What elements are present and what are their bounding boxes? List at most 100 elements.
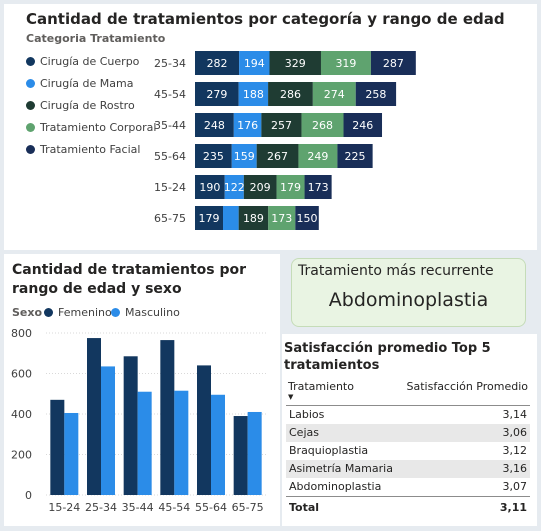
sort-descending-icon[interactable]: ▼ (288, 393, 294, 401)
bar-segment-tratamiento-corporal-55-64[interactable] (298, 144, 338, 168)
data-label: 279 (206, 88, 227, 101)
bar-segment-cirugia-de-rostro-15-24[interactable] (243, 175, 277, 199)
bar-femenino-55-64[interactable] (197, 365, 211, 495)
bar-segment-cirugia-de-cuerpo-15-24[interactable] (195, 175, 225, 199)
data-label: 209 (250, 181, 271, 194)
bar-segment-cirugia-de-mama-25-34[interactable] (239, 51, 270, 75)
legend-label-femenino: Femenino (58, 306, 112, 319)
bar-segment-cirugia-de-cuerpo-35-44[interactable] (195, 113, 234, 137)
legend-dot-cirugia-de-cuerpo (26, 57, 35, 66)
table-cell-satisfaccion: 3,12 (502, 444, 528, 457)
data-label: 258 (365, 88, 386, 101)
y-tick-label: 55-64 (154, 150, 186, 163)
bar-femenino-15-24[interactable] (50, 399, 65, 495)
y-tick-label: 35-44 (154, 119, 186, 132)
table-row[interactable]: Braquioplastia 3,12 (286, 442, 530, 460)
bar-segment-tratamiento-facial-45-54[interactable] (355, 82, 397, 106)
data-label: 319 (335, 57, 356, 70)
table-cell-tratamiento: Braquioplastia (289, 444, 369, 457)
bar-segment-tratamiento-corporal-35-44[interactable] (301, 113, 344, 137)
column-header-satisfaccion[interactable]: Satisfacción Promedio (399, 378, 530, 406)
table-row[interactable]: Abdominoplastia 3,07 (286, 478, 530, 497)
legend-item-cirugia-de-rostro[interactable]: Cirugía de Rostro (26, 99, 135, 113)
bar-masculino-45-54[interactable] (174, 390, 189, 495)
bar-segment-cirugia-de-mama-35-44[interactable] (233, 113, 262, 137)
y-tick-label: 65-75 (154, 212, 186, 225)
table-cell-tratamiento: Asimetría Mamaria (286, 460, 400, 478)
legend-dot-tratamiento-corporal (26, 123, 35, 132)
bar-segment-cirugia-de-rostro-45-54[interactable] (268, 82, 313, 106)
legend-dot-femenino (44, 308, 53, 317)
bar-femenino-45-54[interactable] (160, 340, 175, 495)
bar-segment-tratamiento-facial-15-24[interactable] (304, 175, 332, 199)
bar-segment-tratamiento-corporal-15-24[interactable] (276, 175, 305, 199)
y-tick-label: 600 (11, 368, 32, 381)
y-tick-label: 0 (25, 489, 32, 502)
bar-masculino-25-34[interactable] (101, 366, 115, 495)
data-label: 268 (312, 119, 333, 132)
bar-femenino-25-34[interactable] (87, 338, 101, 495)
bar-femenino-65-75[interactable] (233, 416, 248, 495)
data-label: 287 (383, 57, 404, 70)
bar-segment-cirugia-de-rostro-55-64[interactable] (256, 144, 299, 168)
table-row[interactable]: Asimetría Mamaria 3,16 (286, 460, 530, 478)
legend-item-tratamiento-corporal[interactable]: Tratamiento Corporal (26, 121, 156, 135)
age-sex-chart-title: Cantidad de tratamientos por rango de ed… (12, 262, 247, 297)
bar-segment-cirugia-de-rostro-35-44[interactable] (261, 113, 302, 137)
bar-masculino-35-44[interactable] (137, 391, 152, 495)
data-label: 179 (199, 212, 220, 225)
legend-item-masculino[interactable]: Masculino (111, 306, 180, 320)
category-age-chart-panel: Cantidad de tratamientos por categoría y… (4, 4, 537, 250)
kpi-title: Tratamiento más recurrente (298, 263, 494, 279)
bar-segment-cirugia-de-cuerpo-45-54[interactable] (195, 82, 239, 106)
legend-label-cirugia-de-mama: Cirugía de Mama (40, 77, 134, 90)
sex-legend-title: Sexo (12, 306, 43, 319)
column-header-satisfaccion-label: Satisfacción Promedio (406, 380, 529, 393)
table-row[interactable]: Labios 3,14 (286, 406, 530, 425)
table-cell-tratamiento: Cejas (286, 424, 400, 442)
bar-segment-cirugia-de-rostro-65-75[interactable] (238, 206, 269, 230)
bar-masculino-65-75[interactable] (247, 411, 262, 495)
y-tick-label: 45-54 (154, 88, 186, 101)
bar-femenino-35-44[interactable] (123, 356, 138, 495)
column-header-tratamiento[interactable]: Tratamiento ▼ (286, 378, 400, 406)
bar-segment-tratamiento-facial-35-44[interactable] (343, 113, 383, 137)
bar-segment-cirugia-de-rostro-25-34[interactable] (269, 51, 321, 75)
legend-item-femenino[interactable]: Femenino (44, 306, 112, 320)
bar-segment-cirugia-de-cuerpo-25-34[interactable] (195, 51, 240, 75)
bar-segment-cirugia-de-cuerpo-65-75[interactable] (195, 206, 224, 230)
bar-segment-cirugia-de-mama-15-24[interactable] (224, 175, 244, 199)
satisfaction-title: Satisfacción promedio Top 5 tratamientos (284, 341, 491, 373)
legend-label-masculino: Masculino (125, 306, 180, 319)
bar-segment-cirugia-de-mama-65-75[interactable] (223, 206, 239, 230)
bar-segment-cirugia-de-cuerpo-55-64[interactable] (195, 144, 232, 168)
legend-item-cirugia-de-mama[interactable]: Cirugía de Mama (26, 77, 133, 91)
legend-item-tratamiento-facial[interactable]: Tratamiento Facial (26, 143, 140, 157)
bar-segment-tratamiento-corporal-25-34[interactable] (320, 51, 371, 75)
data-label: 189 (243, 212, 264, 225)
table-cell-tratamiento: Abdominoplastia (289, 480, 382, 493)
bar-segment-cirugia-de-mama-55-64[interactable] (231, 144, 257, 168)
bar-segment-tratamiento-facial-55-64[interactable] (337, 144, 373, 168)
kpi-value: Abdominoplastia (328, 289, 489, 311)
bar-segment-tratamiento-corporal-65-75[interactable] (268, 206, 296, 230)
bar-masculino-15-24[interactable] (64, 412, 79, 495)
bar-segment-tratamiento-facial-25-34[interactable] (370, 51, 416, 75)
legend-dot-masculino (111, 308, 120, 317)
bar-segment-tratamiento-facial-65-75[interactable] (295, 206, 319, 230)
y-tick-label: 15-24 (154, 181, 186, 194)
data-label: 122 (224, 181, 245, 194)
data-label: 257 (271, 119, 292, 132)
table-cell-tratamiento: Labios (289, 408, 325, 421)
bar-segment-cirugia-de-mama-45-54[interactable] (238, 82, 269, 106)
legend-item-cirugia-de-cuerpo[interactable]: Cirugía de Cuerpo (26, 55, 139, 69)
data-label: 188 (243, 88, 264, 101)
bar-masculino-55-64[interactable] (211, 394, 225, 495)
bar-segment-tratamiento-corporal-45-54[interactable] (312, 82, 356, 106)
table-row[interactable]: Cejas 3,06 (286, 424, 530, 442)
x-tick-label: 15-24 (48, 501, 80, 514)
legend-label-tratamiento-facial: Tratamiento Facial (40, 143, 141, 156)
satisfaction-panel: Satisfacción promedio Top 5 tratamientos… (282, 334, 537, 526)
y-tick-label: 25-34 (154, 57, 186, 70)
data-label: 159 (234, 150, 255, 163)
